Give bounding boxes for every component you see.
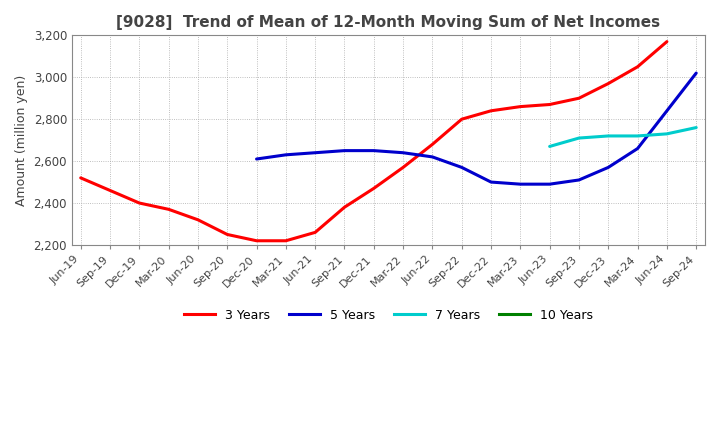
Y-axis label: Amount (million yen): Amount (million yen) bbox=[15, 74, 28, 206]
7 Years bbox=[604, 133, 613, 139]
5 Years bbox=[282, 152, 290, 158]
3 Years bbox=[164, 207, 173, 212]
5 Years bbox=[399, 150, 408, 155]
3 Years bbox=[662, 39, 671, 44]
3 Years bbox=[428, 142, 437, 147]
3 Years bbox=[634, 64, 642, 70]
3 Years bbox=[194, 217, 202, 223]
5 Years bbox=[692, 70, 701, 76]
3 Years bbox=[545, 102, 554, 107]
7 Years bbox=[545, 144, 554, 149]
7 Years bbox=[575, 136, 583, 141]
3 Years bbox=[604, 81, 613, 86]
5 Years bbox=[340, 148, 348, 153]
3 Years bbox=[252, 238, 261, 243]
5 Years bbox=[457, 165, 466, 170]
3 Years bbox=[311, 230, 320, 235]
7 Years bbox=[692, 125, 701, 130]
Title: [9028]  Trend of Mean of 12-Month Moving Sum of Net Incomes: [9028] Trend of Mean of 12-Month Moving … bbox=[117, 15, 660, 30]
3 Years bbox=[135, 200, 144, 205]
5 Years bbox=[487, 180, 495, 185]
7 Years bbox=[634, 133, 642, 139]
5 Years bbox=[428, 154, 437, 160]
3 Years bbox=[399, 165, 408, 170]
5 Years bbox=[252, 156, 261, 161]
5 Years bbox=[662, 108, 671, 114]
3 Years bbox=[282, 238, 290, 243]
5 Years bbox=[545, 182, 554, 187]
Line: 5 Years: 5 Years bbox=[256, 73, 696, 184]
7 Years bbox=[662, 131, 671, 136]
3 Years bbox=[223, 232, 232, 237]
3 Years bbox=[340, 205, 348, 210]
3 Years bbox=[76, 175, 85, 180]
3 Years bbox=[487, 108, 495, 114]
3 Years bbox=[516, 104, 525, 109]
5 Years bbox=[575, 177, 583, 183]
3 Years bbox=[106, 188, 114, 193]
3 Years bbox=[369, 186, 378, 191]
5 Years bbox=[369, 148, 378, 153]
3 Years bbox=[575, 95, 583, 101]
5 Years bbox=[604, 165, 613, 170]
Line: 7 Years: 7 Years bbox=[549, 128, 696, 147]
5 Years bbox=[634, 146, 642, 151]
5 Years bbox=[311, 150, 320, 155]
3 Years bbox=[457, 117, 466, 122]
5 Years bbox=[516, 182, 525, 187]
Legend: 3 Years, 5 Years, 7 Years, 10 Years: 3 Years, 5 Years, 7 Years, 10 Years bbox=[179, 304, 598, 327]
Line: 3 Years: 3 Years bbox=[81, 42, 667, 241]
